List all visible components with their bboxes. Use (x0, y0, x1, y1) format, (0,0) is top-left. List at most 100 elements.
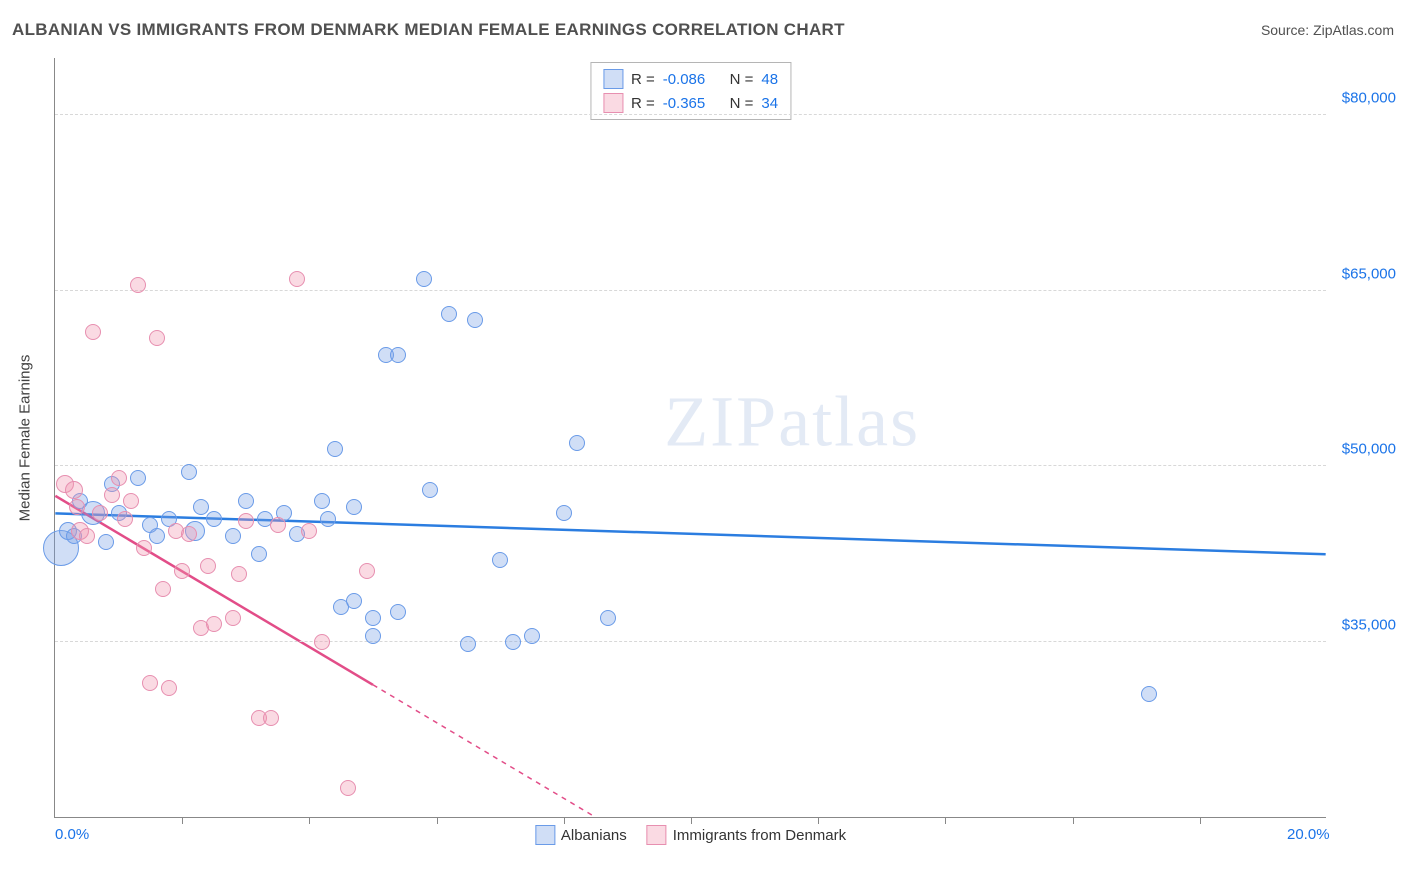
data-point (149, 528, 165, 544)
stats-legend-box: R = -0.086 N = 48 R = -0.365 N = 34 (590, 62, 791, 120)
x-tick (691, 817, 692, 824)
data-point (314, 493, 330, 509)
data-point (130, 277, 146, 293)
data-point (98, 534, 114, 550)
stats-row: R = -0.365 N = 34 (603, 91, 778, 115)
data-point (359, 563, 375, 579)
data-point (123, 493, 139, 509)
y-axis-title: Median Female Earnings (17, 354, 34, 521)
stat-n-value: 34 (761, 95, 778, 112)
data-point (301, 523, 317, 539)
data-point (340, 780, 356, 796)
stats-row: R = -0.086 N = 48 (603, 67, 778, 91)
x-tick (945, 817, 946, 824)
data-point (92, 505, 108, 521)
data-point (320, 511, 336, 527)
data-point (238, 493, 254, 509)
data-point (181, 464, 197, 480)
data-point (206, 616, 222, 632)
data-point (238, 513, 254, 529)
data-point (416, 271, 432, 287)
x-tick (564, 817, 565, 824)
data-point (161, 680, 177, 696)
data-point (251, 546, 267, 562)
gridline (55, 641, 1326, 642)
stat-r-value: -0.086 (663, 71, 706, 88)
data-point (346, 499, 362, 515)
data-point (270, 517, 286, 533)
x-axis-label: 20.0% (1287, 826, 1330, 843)
x-tick (1073, 817, 1074, 824)
gridline (55, 290, 1326, 291)
source-label: Source: ZipAtlas.com (1261, 22, 1394, 38)
data-point (327, 441, 343, 457)
gridline (55, 465, 1326, 466)
y-tick-label: $50,000 (1334, 441, 1396, 458)
data-point (556, 505, 572, 521)
data-point (181, 526, 197, 542)
data-point (1141, 686, 1157, 702)
data-point (492, 552, 508, 568)
data-point (505, 634, 521, 650)
data-point (346, 593, 362, 609)
series-legend: Albanians Immigrants from Denmark (535, 825, 846, 845)
trend-lines (55, 58, 1326, 817)
data-point (263, 710, 279, 726)
data-point (85, 324, 101, 340)
legend-swatch (647, 825, 667, 845)
data-point (206, 511, 222, 527)
data-point (174, 563, 190, 579)
data-point (231, 566, 247, 582)
y-tick-label: $65,000 (1334, 265, 1396, 282)
data-point (467, 312, 483, 328)
data-point (569, 435, 585, 451)
series-swatch (603, 69, 623, 89)
x-axis-label: 0.0% (55, 826, 89, 843)
data-point (365, 610, 381, 626)
data-point (460, 636, 476, 652)
stat-n-label: N = (730, 95, 754, 112)
data-point (136, 540, 152, 556)
data-point (200, 558, 216, 574)
data-point (69, 499, 85, 515)
data-point (130, 470, 146, 486)
stat-r-value: -0.365 (663, 95, 706, 112)
legend-label: Albanians (561, 827, 627, 844)
data-point (111, 470, 127, 486)
data-point (390, 347, 406, 363)
data-point (390, 604, 406, 620)
data-point (117, 511, 133, 527)
x-tick (1200, 817, 1201, 824)
legend-label: Immigrants from Denmark (673, 827, 846, 844)
data-point (79, 528, 95, 544)
data-point (225, 528, 241, 544)
x-tick (818, 817, 819, 824)
watermark: ZIPatlas (664, 381, 920, 464)
data-point (104, 487, 120, 503)
header: ALBANIAN VS IMMIGRANTS FROM DENMARK MEDI… (12, 20, 1394, 40)
data-point (600, 610, 616, 626)
series-swatch (603, 93, 623, 113)
legend-swatch (535, 825, 555, 845)
data-point (289, 271, 305, 287)
data-point (225, 610, 241, 626)
data-point (142, 675, 158, 691)
data-point (524, 628, 540, 644)
stat-n-value: 48 (761, 71, 778, 88)
data-point (365, 628, 381, 644)
data-point (155, 581, 171, 597)
legend-item: Immigrants from Denmark (647, 825, 846, 845)
x-tick (182, 817, 183, 824)
y-tick-label: $80,000 (1334, 90, 1396, 107)
scatter-chart: Median Female Earnings ZIPatlas R = -0.0… (54, 58, 1326, 818)
data-point (314, 634, 330, 650)
stat-r-label: R = (631, 71, 655, 88)
data-point (149, 330, 165, 346)
x-tick (309, 817, 310, 824)
y-tick-label: $35,000 (1334, 616, 1396, 633)
data-point (441, 306, 457, 322)
chart-title: ALBANIAN VS IMMIGRANTS FROM DENMARK MEDI… (12, 20, 845, 40)
gridline (55, 114, 1326, 115)
stat-n-label: N = (730, 71, 754, 88)
legend-item: Albanians (535, 825, 627, 845)
